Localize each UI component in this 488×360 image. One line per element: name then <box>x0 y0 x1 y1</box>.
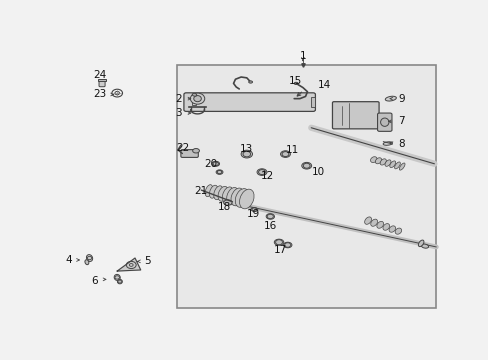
Bar <box>176 66 435 308</box>
Text: 18: 18 <box>217 202 230 212</box>
Text: 24: 24 <box>93 70 106 80</box>
Ellipse shape <box>235 189 248 207</box>
Text: 6: 6 <box>91 276 98 286</box>
Ellipse shape <box>192 149 199 153</box>
Text: 10: 10 <box>312 167 325 177</box>
Ellipse shape <box>209 185 218 198</box>
Ellipse shape <box>265 214 274 219</box>
Ellipse shape <box>213 186 223 200</box>
Ellipse shape <box>379 159 386 165</box>
Ellipse shape <box>241 150 252 158</box>
Bar <box>311 97 314 107</box>
Text: 14: 14 <box>317 80 330 90</box>
Text: 9: 9 <box>398 94 404 104</box>
Ellipse shape <box>257 169 266 175</box>
Text: 5: 5 <box>144 256 151 266</box>
Ellipse shape <box>248 81 252 83</box>
Text: 17: 17 <box>274 245 287 255</box>
Ellipse shape <box>222 187 233 203</box>
FancyBboxPatch shape <box>99 80 105 87</box>
Ellipse shape <box>399 163 404 170</box>
Ellipse shape <box>384 160 390 166</box>
Ellipse shape <box>192 93 196 96</box>
Ellipse shape <box>294 82 297 85</box>
Ellipse shape <box>250 208 257 211</box>
Ellipse shape <box>211 161 219 166</box>
FancyBboxPatch shape <box>332 102 378 129</box>
FancyBboxPatch shape <box>181 150 198 157</box>
Text: 13: 13 <box>240 144 253 154</box>
Text: 21: 21 <box>194 186 207 196</box>
Ellipse shape <box>380 118 388 126</box>
Ellipse shape <box>226 188 238 204</box>
Ellipse shape <box>370 157 376 163</box>
Ellipse shape <box>283 242 291 248</box>
Text: 2: 2 <box>175 94 181 104</box>
Ellipse shape <box>218 186 228 201</box>
Ellipse shape <box>382 142 392 145</box>
Ellipse shape <box>364 217 371 224</box>
Ellipse shape <box>193 96 201 102</box>
Text: 22: 22 <box>176 143 189 153</box>
Bar <box>98 79 105 81</box>
Ellipse shape <box>301 162 311 169</box>
Text: 7: 7 <box>398 116 404 126</box>
Ellipse shape <box>274 239 283 245</box>
Ellipse shape <box>389 161 395 168</box>
Ellipse shape <box>239 189 254 209</box>
Text: 19: 19 <box>246 209 260 219</box>
Text: 23: 23 <box>93 90 106 99</box>
Text: 20: 20 <box>204 159 217 169</box>
Ellipse shape <box>280 151 290 157</box>
Ellipse shape <box>190 93 204 104</box>
Ellipse shape <box>85 260 89 265</box>
Text: 12: 12 <box>261 171 274 181</box>
Ellipse shape <box>216 170 223 174</box>
FancyBboxPatch shape <box>183 93 315 111</box>
Ellipse shape <box>418 240 423 247</box>
Text: 4: 4 <box>65 255 72 265</box>
Bar <box>191 102 196 105</box>
Ellipse shape <box>205 185 212 197</box>
Ellipse shape <box>385 96 396 101</box>
Ellipse shape <box>223 200 232 205</box>
Text: 3: 3 <box>175 108 181 118</box>
Ellipse shape <box>382 224 389 230</box>
Ellipse shape <box>375 158 381 164</box>
Ellipse shape <box>394 228 401 234</box>
FancyBboxPatch shape <box>377 113 391 131</box>
Ellipse shape <box>388 226 395 232</box>
Polygon shape <box>117 258 141 271</box>
Ellipse shape <box>117 279 122 284</box>
Ellipse shape <box>230 188 243 206</box>
Ellipse shape <box>394 162 400 169</box>
Ellipse shape <box>421 244 427 248</box>
Text: 1: 1 <box>299 51 305 61</box>
Ellipse shape <box>86 255 92 261</box>
Text: 11: 11 <box>285 145 298 155</box>
Text: 15: 15 <box>288 76 301 86</box>
Text: 8: 8 <box>398 139 404 149</box>
Text: 16: 16 <box>264 221 277 231</box>
Ellipse shape <box>376 221 383 228</box>
Ellipse shape <box>370 219 377 226</box>
Ellipse shape <box>114 274 120 280</box>
